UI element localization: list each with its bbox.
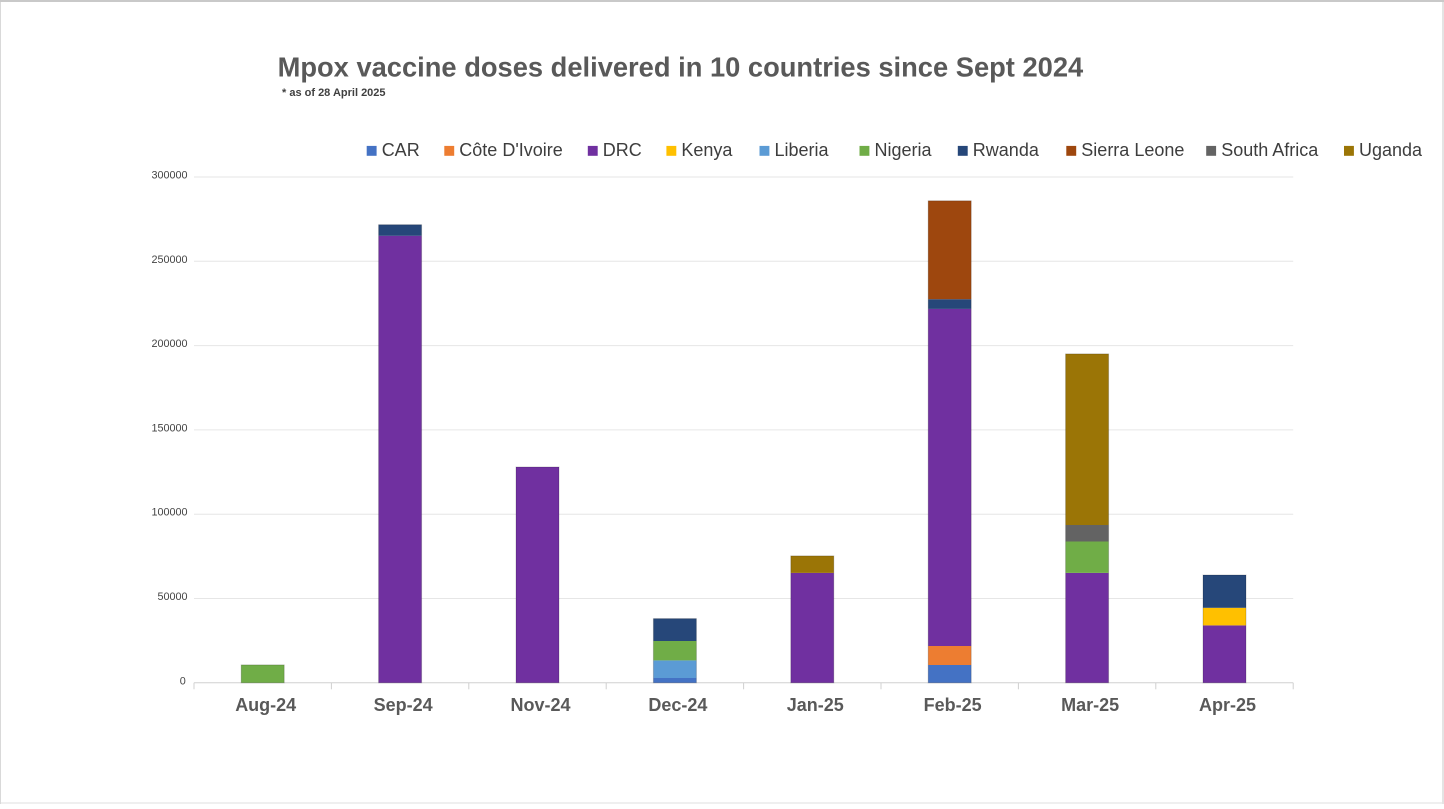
svg-text:100000: 100000 xyxy=(151,507,187,519)
svg-text:Dec-24: Dec-24 xyxy=(648,695,707,715)
svg-text:150000: 150000 xyxy=(151,422,187,434)
svg-text:Nigeria: Nigeria xyxy=(875,140,933,160)
svg-text:Côte D'Ivoire: Côte D'Ivoire xyxy=(459,140,562,160)
svg-text:Feb-25: Feb-25 xyxy=(924,695,982,715)
svg-text:Kenya: Kenya xyxy=(681,140,733,160)
svg-text:South Africa: South Africa xyxy=(1221,140,1319,160)
svg-text:Sierra Leone: Sierra Leone xyxy=(1081,140,1184,160)
svg-text:Mpox vaccine doses delivered i: Mpox vaccine doses delivered in 10 count… xyxy=(278,51,1084,82)
svg-text:0: 0 xyxy=(180,675,186,687)
svg-text:Sep-24: Sep-24 xyxy=(374,695,433,715)
svg-text:Uganda: Uganda xyxy=(1359,140,1423,160)
svg-text:Jan-25: Jan-25 xyxy=(787,695,844,715)
svg-text:Mar-25: Mar-25 xyxy=(1061,695,1119,715)
svg-text:300000: 300000 xyxy=(151,170,187,182)
svg-text:50000: 50000 xyxy=(157,591,187,603)
svg-text:250000: 250000 xyxy=(151,254,187,266)
svg-text:Aug-24: Aug-24 xyxy=(235,695,296,715)
svg-text:200000: 200000 xyxy=(151,338,187,350)
svg-text:Apr-25: Apr-25 xyxy=(1199,695,1256,715)
svg-text:DRC: DRC xyxy=(603,140,642,160)
svg-text:Liberia: Liberia xyxy=(775,140,830,160)
svg-text:Rwanda: Rwanda xyxy=(973,140,1040,160)
svg-text:CAR: CAR xyxy=(382,140,420,160)
svg-text:Nov-24: Nov-24 xyxy=(510,695,570,715)
svg-text:* as of 28 April 2025: * as of 28 April 2025 xyxy=(282,87,386,99)
